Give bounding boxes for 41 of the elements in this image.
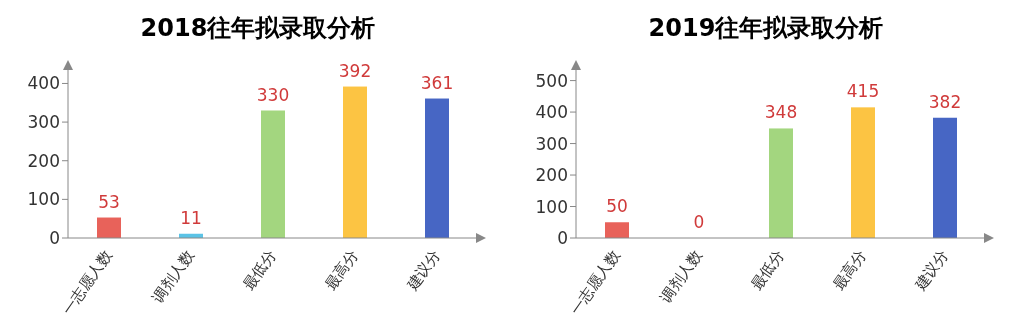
x-tick-label: 最高分 xyxy=(321,246,362,294)
bar xyxy=(425,98,449,238)
bar xyxy=(343,86,367,238)
y-tick-label: 500 xyxy=(535,70,568,91)
data-label: 382 xyxy=(928,91,962,112)
bar xyxy=(261,110,285,238)
bar xyxy=(605,222,629,238)
y-tick-label: 100 xyxy=(535,196,568,217)
x-tick-label: 建议分 xyxy=(910,246,952,295)
x-tick-label: 建议分 xyxy=(402,246,444,295)
x-tick-label: 调剂人数 xyxy=(148,246,198,307)
x-tick-label: 调剂人数 xyxy=(656,246,706,307)
data-label: 11 xyxy=(180,207,202,228)
x-tick-label: 最低分 xyxy=(747,246,788,294)
y-tick-label: 300 xyxy=(27,112,60,133)
y-tick-label: 300 xyxy=(535,133,568,154)
data-label: 0 xyxy=(693,212,705,232)
y-tick-label: 400 xyxy=(27,73,60,94)
x-tick-label: 最高分 xyxy=(829,246,870,294)
x-tick-label: 一志愿人数 xyxy=(58,246,116,319)
data-label: 50 xyxy=(606,196,628,217)
bar xyxy=(97,217,121,238)
y-tick-label: 200 xyxy=(27,150,60,171)
x-tick-label: 一志愿人数 xyxy=(566,246,624,319)
data-label: 348 xyxy=(764,102,798,123)
data-label: 415 xyxy=(846,81,880,102)
y-tick-label: 400 xyxy=(535,102,568,123)
bar xyxy=(769,128,793,238)
bar xyxy=(851,107,875,238)
x-tick-label: 最低分 xyxy=(239,246,280,294)
data-label: 53 xyxy=(98,191,120,212)
chart-title: 2018往年拟录取分析 xyxy=(139,13,377,44)
y-tick-label: 100 xyxy=(27,189,60,210)
chart-title: 2019往年拟录取分析 xyxy=(647,13,885,44)
data-label: 361 xyxy=(420,72,454,93)
data-label: 330 xyxy=(256,84,290,105)
data-label: 392 xyxy=(338,60,372,81)
y-tick-label: 0 xyxy=(557,228,568,249)
y-tick-label: 200 xyxy=(535,165,568,186)
bar xyxy=(933,117,957,238)
y-tick-label: 0 xyxy=(49,228,60,249)
